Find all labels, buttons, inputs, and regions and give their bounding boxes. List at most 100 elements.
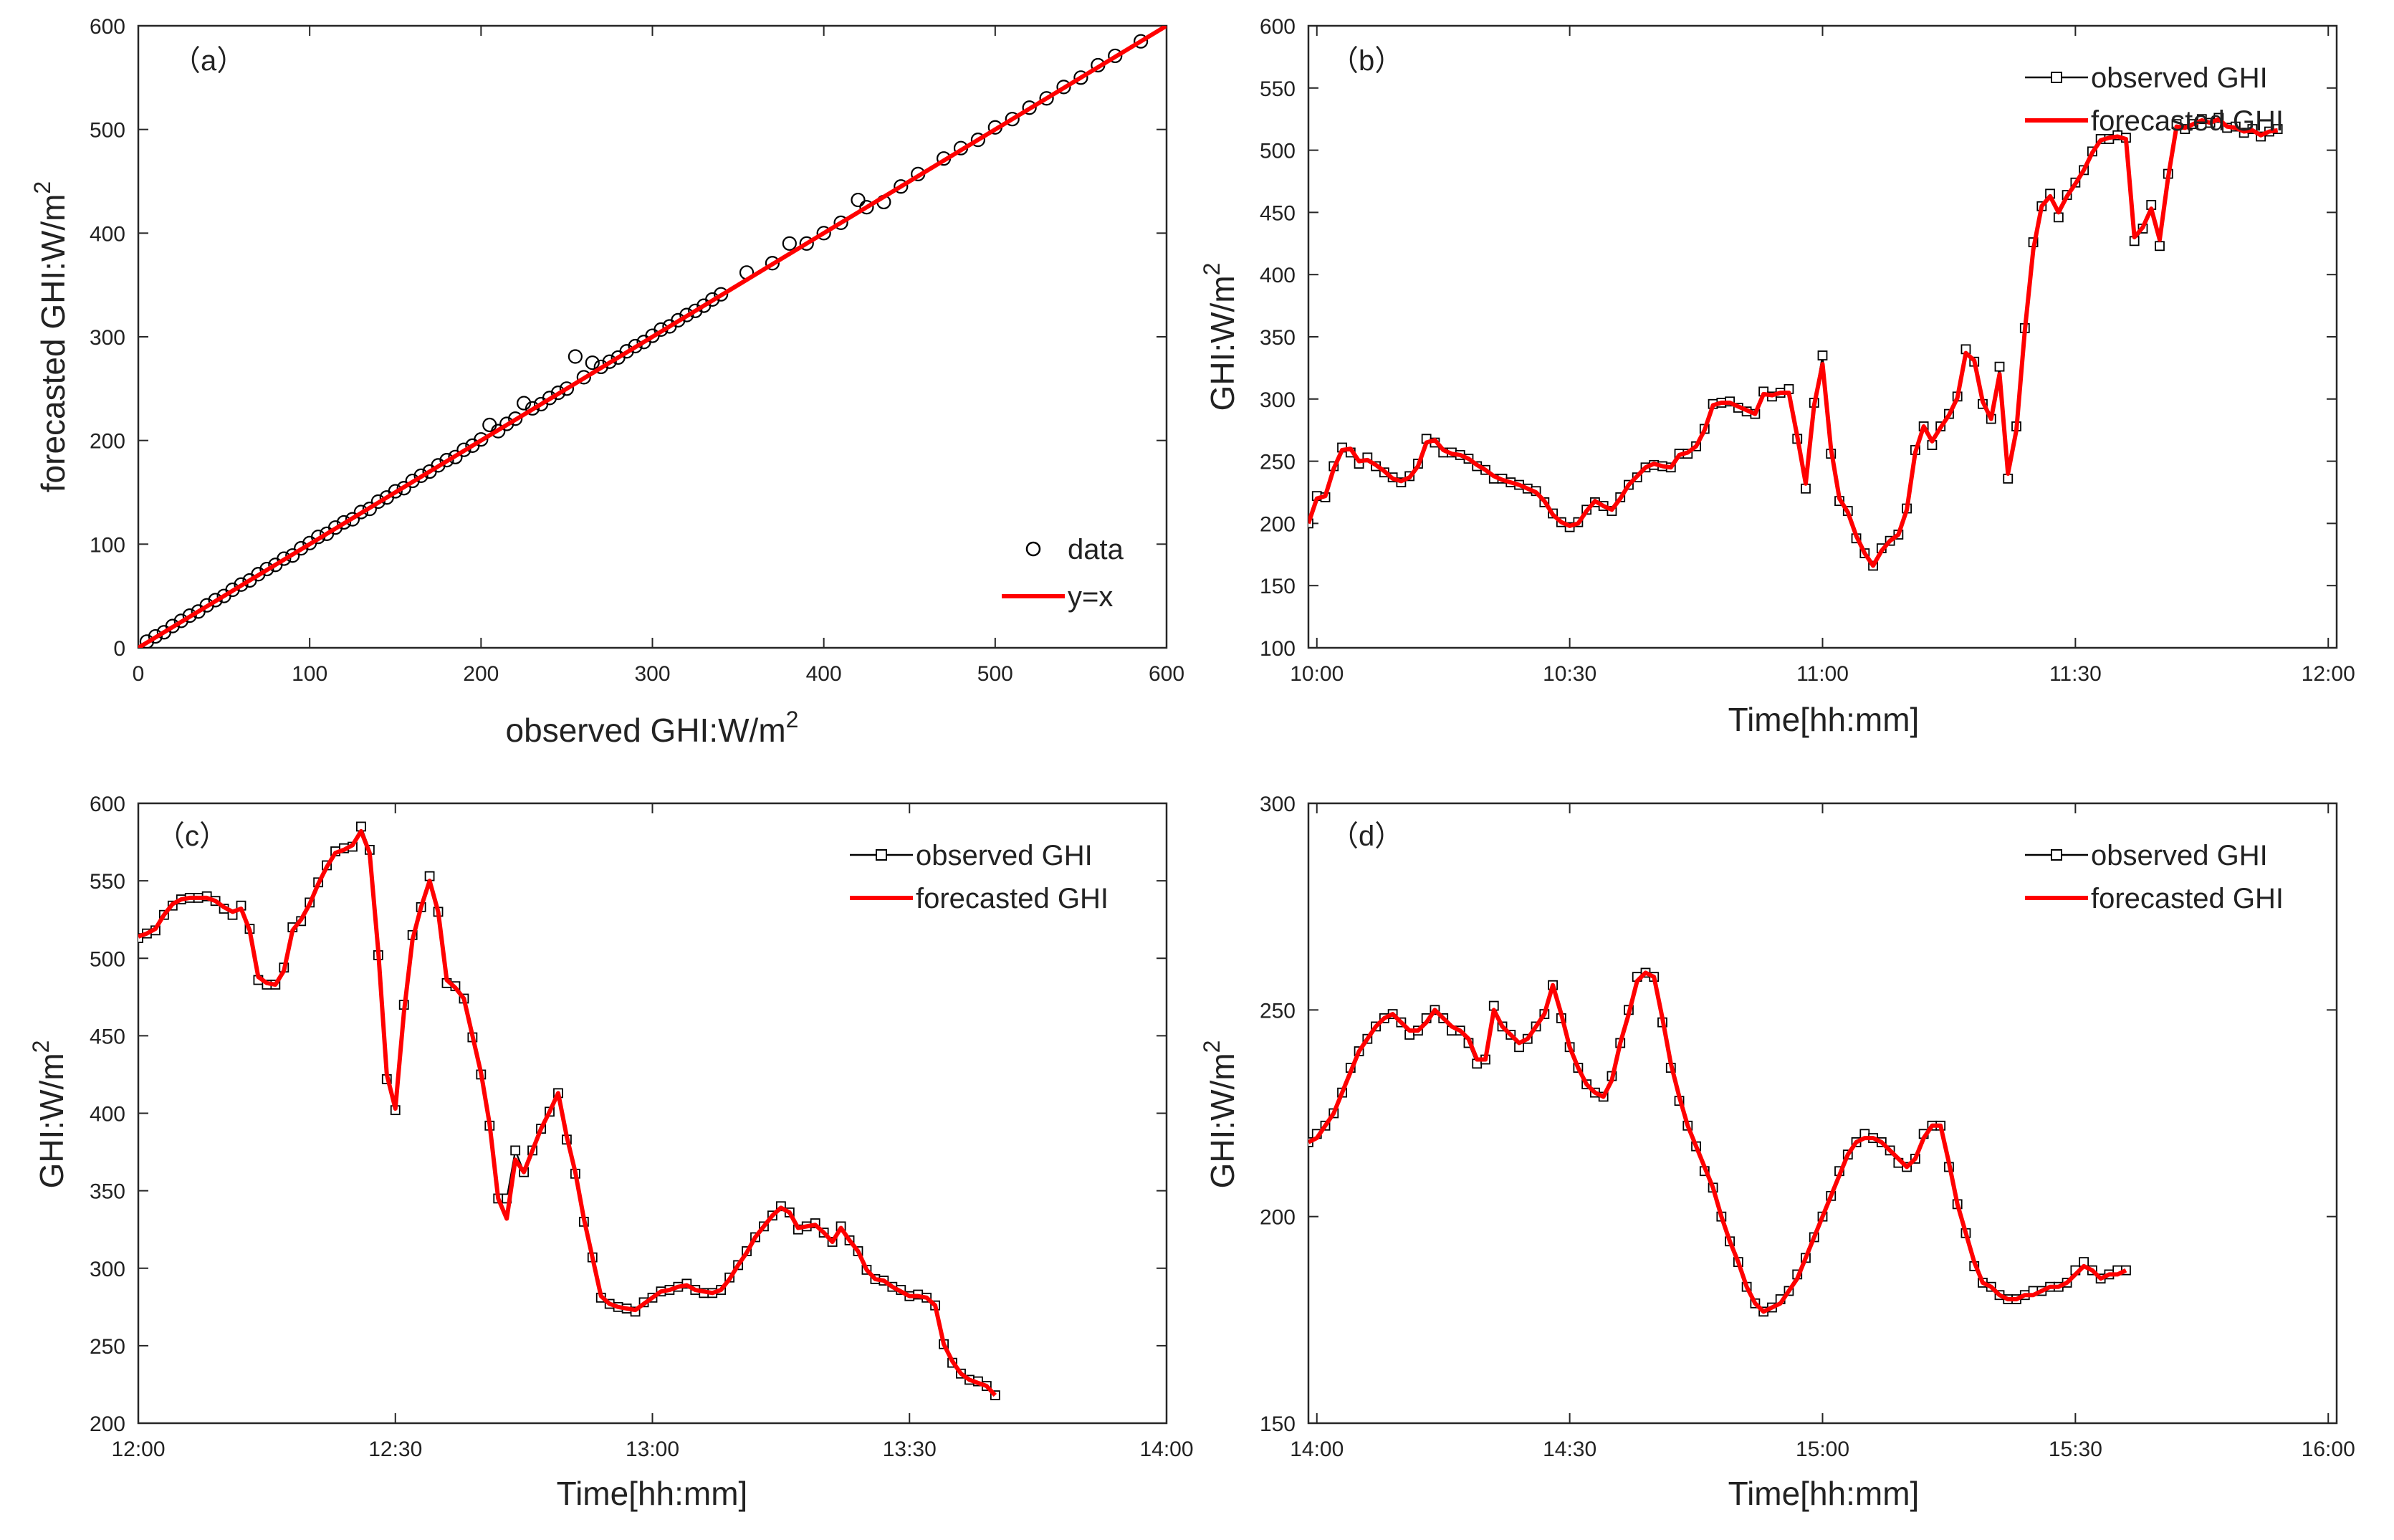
panel-a-x-axis-label: observed GHI:W/m2 (506, 707, 799, 749)
legend-observed-marker (876, 849, 887, 861)
data-point (251, 567, 266, 582)
legend-observed-label: observed GHI (2091, 62, 2268, 94)
data-point (1056, 80, 1071, 95)
x-tick-label: 13:00 (626, 1438, 679, 1461)
data-point (833, 215, 848, 230)
panel-b-legend: observed GHI forecasted GHI (2025, 62, 2284, 137)
data-point (970, 133, 986, 148)
forecasted-ghi-line (1308, 117, 2279, 568)
y-tick-label: 400 (90, 222, 125, 246)
data-point (671, 312, 686, 327)
panel-b-plot-area (1307, 24, 2338, 649)
y-tick-label: 450 (90, 1025, 125, 1048)
data-point (208, 593, 223, 608)
data-point (679, 307, 694, 322)
y-tick-label: 0 (113, 637, 125, 661)
data-point (517, 396, 532, 411)
y-equals-x-line (138, 26, 1167, 648)
data-point (277, 551, 292, 566)
data-point (336, 515, 352, 530)
legend-data-label: data (1068, 534, 1124, 565)
data-point (799, 236, 814, 251)
data-point (148, 628, 163, 644)
x-tick-label: 11:30 (2049, 662, 2102, 686)
data-point (234, 577, 249, 592)
legend-observed-label: observed GHI (2091, 840, 2268, 871)
y-tick-label: 200 (1260, 1206, 1296, 1230)
legend-observed-marker (2051, 849, 2062, 861)
data-point (1134, 34, 1149, 49)
x-tick-label: 14:30 (1543, 1438, 1596, 1461)
data-point (859, 200, 874, 215)
panel-c-label: （c） (156, 821, 228, 852)
data-point (1005, 112, 1020, 127)
data-point (576, 370, 591, 385)
y-tick-label: 450 (1260, 201, 1296, 225)
y-tick-label: 500 (1260, 140, 1296, 163)
panel-c-legend: observed GHI forecasted GHI (850, 840, 1109, 914)
data-point (1039, 91, 1054, 106)
y-tick-label: 350 (90, 1180, 125, 1204)
data-point (182, 608, 197, 623)
y-tick-label: 600 (90, 793, 125, 816)
data-point (225, 582, 240, 598)
observed-ghi-marker (2155, 241, 2165, 252)
legend-observed-label: observed GHI (916, 840, 1093, 871)
y-tick-label: 550 (1260, 77, 1296, 101)
x-tick-label: 14:00 (1139, 1438, 1193, 1461)
y-tick-label: 300 (1260, 388, 1296, 412)
x-tick-label: 12:00 (2302, 662, 2355, 686)
y-tick-label: 500 (90, 947, 125, 971)
y-tick-label: 350 (1260, 326, 1296, 350)
forecasted-ghi-line (138, 828, 997, 1397)
data-point (165, 618, 180, 633)
data-point (602, 354, 617, 369)
data-point (431, 458, 446, 473)
data-point (173, 613, 188, 628)
data-point (388, 484, 403, 499)
panel-d-series (1308, 967, 2131, 1317)
observed-ghi-marker (510, 1145, 521, 1156)
data-point (550, 386, 566, 401)
y-tick-label: 500 (90, 119, 125, 143)
x-tick-label: 16:00 (2302, 1438, 2355, 1461)
x-tick-label: 12:00 (111, 1438, 165, 1461)
x-tick-label: 15:30 (2049, 1438, 2102, 1461)
panel-a-ticks: 0 100 200 300 400 500 600 0 100 200 300 400 500 600 (90, 15, 1184, 686)
panel-b-label: （b） (1330, 45, 1403, 77)
panel-c-ticks: 12:00 12:30 13:00 13:30 14:00 200 250 300 350 400… (90, 793, 1194, 1461)
data-point (499, 416, 514, 431)
data-point (593, 359, 608, 375)
data-point (816, 226, 831, 241)
panel-a-lines (138, 26, 1167, 648)
y-tick-label: 150 (1260, 575, 1296, 598)
panel-b-ticks: 10:00 10:30 11:00 11:30 12:00 100 150 200 250 300… (1260, 15, 2355, 686)
data-point (585, 355, 600, 370)
panel-d-x-axis-label: Time[hh:mm] (1728, 1475, 1920, 1512)
observed-ghi-marker (1994, 361, 2005, 372)
data-point (370, 494, 386, 510)
panel-b-series (1308, 113, 2283, 571)
data-point (894, 179, 909, 194)
observed-ghi-marker (1817, 350, 1828, 360)
x-tick-label: 200 (463, 662, 499, 686)
panel-d-label: （d） (1330, 821, 1403, 852)
panel-d: 14:00 14:30 15:00 15:30 16:00 150 200 250 300 （d… (1199, 793, 2355, 1512)
panel-a-legend: data y=x (1002, 534, 1124, 613)
data-point (765, 256, 780, 271)
y-tick-label: 550 (90, 870, 125, 894)
data-point (491, 424, 506, 439)
data-point (327, 520, 343, 535)
panel-a-y-axis-label: forecasted GHI:W/m2 (29, 181, 72, 492)
data-point (628, 338, 643, 354)
data-point (353, 504, 369, 520)
data-point (139, 634, 155, 648)
data-point (559, 381, 575, 396)
y-tick-label: 400 (90, 1103, 125, 1127)
x-tick-label: 10:00 (1290, 662, 1344, 686)
x-tick-label: 400 (806, 662, 842, 686)
legend-observed-marker (2051, 72, 2062, 83)
panel-a-scatter-points (139, 34, 1149, 648)
data-point (456, 442, 471, 457)
